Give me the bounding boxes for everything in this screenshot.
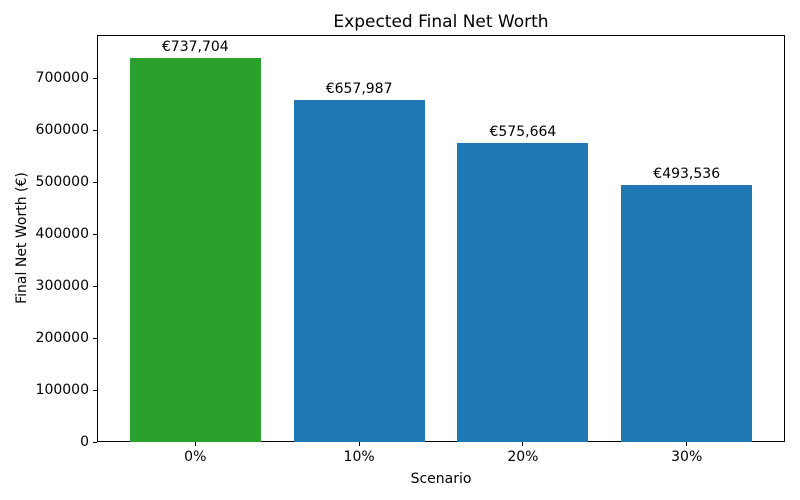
y-tick-label: 300000 (35, 278, 89, 294)
y-tick-mark (93, 129, 97, 131)
y-tick-label: 200000 (35, 330, 89, 346)
y-tick-label: 600000 (35, 122, 89, 138)
y-tick-mark (93, 285, 97, 287)
x-tick-mark (686, 442, 688, 446)
y-tick-mark (93, 181, 97, 183)
y-tick-label: 400000 (35, 226, 89, 242)
x-tick-mark (522, 442, 524, 446)
x-tick-label: 10% (343, 449, 375, 465)
y-tick-label: 100000 (35, 382, 89, 398)
bar-value-label: €657,987 (325, 80, 393, 97)
y-tick-label: 500000 (35, 174, 89, 190)
y-tick-label: 700000 (35, 70, 89, 86)
y-tick-mark (93, 441, 97, 443)
bar (129, 58, 261, 442)
x-tick-mark (194, 442, 196, 446)
x-tick-label: 20% (507, 449, 539, 465)
x-tick-label: 0% (184, 449, 207, 465)
y-tick-mark (93, 389, 97, 391)
bar-value-label: €737,704 (161, 39, 229, 56)
x-tick-mark (358, 442, 360, 446)
bar-value-label: €493,536 (653, 166, 721, 183)
bar (621, 185, 753, 442)
x-tick-label: 30% (671, 449, 703, 465)
y-tick-mark (93, 233, 97, 235)
y-tick-mark (93, 337, 97, 339)
bar-value-label: €575,664 (489, 123, 557, 140)
x-axis-label: Scenario (410, 471, 472, 487)
y-tick-mark (93, 77, 97, 79)
bar (293, 99, 425, 442)
chart-title: Expected Final Net Worth (333, 12, 549, 32)
bar (457, 142, 589, 442)
y-tick-label: 0 (80, 434, 89, 450)
